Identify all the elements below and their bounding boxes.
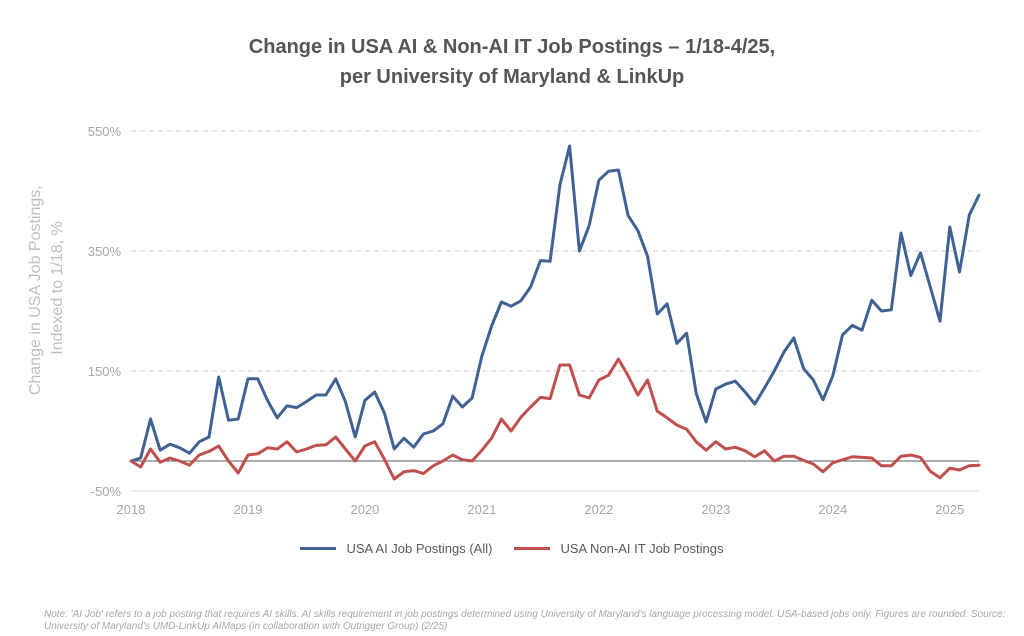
chart-legend: USA AI Job Postings (All) USA Non-AI IT … [0, 541, 1024, 556]
x-tick-label: 2021 [467, 502, 496, 517]
chart-subtitle: per University of Maryland & LinkUp [339, 66, 685, 88]
legend-label-ai: USA AI Job Postings (All) [346, 541, 493, 556]
line-chart: -50% 150% 350% 550% 2018 2019 2020 2021 2022 2023… [27, 124, 981, 517]
y-tick-label: -50% [91, 484, 122, 499]
gridlines [131, 130, 979, 372]
series-lines [129, 144, 981, 481]
y-tick-label: 150% [88, 364, 122, 379]
legend-swatch-nonai [514, 547, 551, 550]
x-tick-label: 2023 [701, 502, 730, 517]
y-axis-label-line-1: Change in USA Job Postings, [27, 185, 44, 395]
footnote: Note: 'AI Job' refers to a job posting t… [44, 609, 1006, 632]
legend-label-nonai: USA Non-AI IT Job Postings [560, 541, 724, 556]
legend-swatch-ai [300, 547, 337, 550]
x-tick-label: 2024 [818, 502, 847, 517]
x-tick-label: 2019 [234, 502, 263, 517]
x-tick-label: 2022 [584, 502, 613, 517]
legend-item-ai: USA AI Job Postings (All) [300, 541, 492, 556]
x-tick-label: 2025 [935, 502, 964, 517]
y-axis-label-line-2: Indexed to 1/18, % [49, 221, 66, 354]
legend-item-nonai: USA Non-AI IT Job Postings [514, 541, 724, 556]
y-tick-label: 550% [88, 124, 122, 139]
x-tick-label: 2020 [350, 502, 379, 517]
y-tick-label: 350% [88, 244, 122, 259]
x-tick-label: 2018 [117, 502, 146, 517]
y-axis-label: Change in USA Job Postings, Indexed to 1… [27, 181, 66, 395]
series-line-nonai [129, 357, 981, 481]
series-line-ai [129, 144, 981, 463]
chart-title: Change in USA AI & Non-AI IT Job Posting… [248, 36, 776, 58]
